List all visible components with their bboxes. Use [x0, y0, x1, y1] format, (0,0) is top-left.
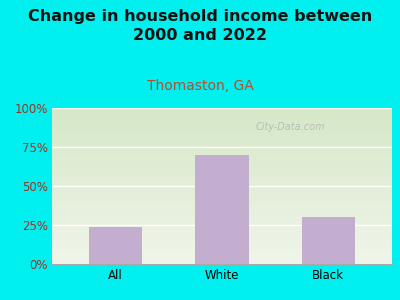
- Bar: [196, 155, 248, 264]
- Text: City-Data.com: City-Data.com: [255, 122, 325, 132]
- Text: Thomaston, GA: Thomaston, GA: [147, 80, 253, 94]
- Bar: [302, 217, 355, 264]
- Text: Change in household income between
2000 and 2022: Change in household income between 2000 …: [28, 9, 372, 43]
- Bar: [89, 226, 142, 264]
